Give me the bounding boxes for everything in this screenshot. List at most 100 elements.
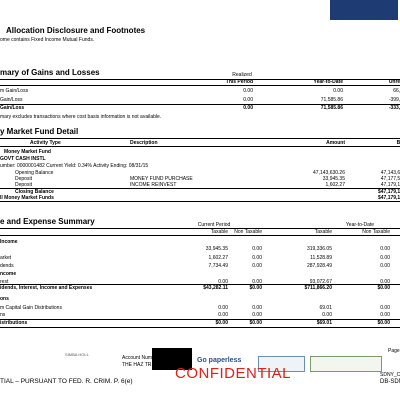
text: -399,6 [388, 96, 400, 103]
text: 1,602.27 [208, 255, 228, 261]
text: 0.00 [252, 263, 262, 269]
rule [0, 319, 400, 320]
text: 0.00 [380, 263, 390, 269]
text: Closing Balance [15, 188, 54, 195]
text: 0.00 [380, 305, 390, 311]
text: GOVT CASH INSTL [0, 156, 46, 162]
text: y Market Fund Detail [0, 127, 79, 136]
text: 0.00 [218, 279, 228, 285]
text: 93,072.67 [309, 279, 332, 285]
text: $47,179,17 [377, 188, 400, 195]
text: m Capital Gain Distributions [0, 305, 62, 311]
rule [0, 201, 400, 202]
logo-box [310, 356, 382, 372]
rule [0, 79, 400, 80]
text: 0.00 [380, 312, 390, 318]
text: 33,945.35 [205, 246, 228, 252]
text: 0.00 [218, 305, 228, 311]
rule [0, 228, 400, 229]
text: THE HAZ TR [122, 362, 152, 368]
redaction [152, 348, 192, 370]
text: Activity Type [30, 140, 61, 146]
text: CONFIDENTIAL [175, 365, 292, 382]
text: SIMBA HOLL [65, 352, 89, 357]
text: Account Num be [122, 355, 159, 361]
text: -333,2 [388, 105, 400, 111]
text: Deposit [15, 176, 32, 183]
text: Current Period [197, 222, 231, 228]
text: Allocation Disclosure and Footnotes [6, 26, 146, 35]
text: 0.00 [252, 255, 262, 261]
text: 0.00 [243, 88, 253, 94]
rule [0, 235, 400, 236]
text: INCOME REINVEST [130, 182, 177, 189]
text: 319,336.05 [306, 246, 332, 252]
text: TIAL – PURSUANT TO FED. R. CRIM. P. 6(e) [0, 378, 133, 385]
text: $43,282.11 [203, 285, 228, 291]
text: Taxable [314, 229, 332, 235]
text: Realized [232, 72, 252, 78]
text: rest [0, 279, 9, 285]
text: ome contains Fixed Income Mutual Funds. [0, 37, 95, 43]
text: Money Market Fund [4, 149, 51, 155]
logo-block [330, 0, 398, 20]
text: $0.00 [215, 320, 228, 326]
text: istributions [0, 320, 28, 326]
text: $0.00 [249, 320, 262, 326]
text: Gain/Loss [0, 96, 23, 103]
text: Ba [396, 140, 400, 146]
text: 47,143,630.26 [313, 170, 345, 176]
text: $69.01 [316, 320, 332, 326]
text: 0.00 [380, 255, 390, 261]
text: 71,585.86 [320, 105, 343, 111]
rule [0, 85, 400, 86]
text: Deposit [15, 182, 32, 189]
text: DB-SDN [380, 379, 400, 385]
text: Gain/Loss [0, 105, 25, 111]
text: arket [0, 255, 12, 261]
text: 0.00 [252, 246, 262, 252]
text: e and Expense Summary [0, 217, 95, 226]
text: 47,179,17 [380, 182, 400, 189]
text: 66,4 [393, 88, 400, 94]
text: Amount [326, 140, 345, 146]
text: $711,866.20 [304, 285, 332, 291]
text: Taxable [210, 229, 228, 235]
text: Unrea [388, 79, 400, 85]
text: Page 2 [388, 348, 400, 354]
text: 69.01 [319, 305, 332, 311]
text: Opening Balance [15, 170, 54, 176]
text: m Gain/Loss [0, 88, 29, 94]
text: 0.00 [243, 96, 253, 103]
rule [0, 327, 400, 328]
text: Year-to-Date [345, 222, 375, 228]
text: Go paperless [197, 357, 242, 364]
text: 1,602.27 [325, 182, 345, 189]
text: ncome [0, 271, 17, 277]
text: This Period [225, 79, 253, 85]
rule [0, 284, 400, 285]
text: Non Taxable [362, 229, 390, 235]
text: $0.00 [377, 320, 390, 326]
text: idends, Interest, Income and Expenses [0, 285, 93, 291]
text: 0.00 [252, 312, 262, 318]
text: dends [0, 263, 14, 269]
text: mary excludes transactions where cost ba… [0, 114, 162, 120]
text: 7,734.49 [208, 263, 228, 269]
text: 0.00 [252, 279, 262, 285]
text: ll Money Market Funds [0, 195, 54, 201]
logo-box [258, 356, 305, 372]
text: 0.00 [322, 312, 332, 318]
text: 0.00 [380, 246, 390, 252]
text: Description [130, 140, 158, 146]
text: Income [0, 239, 18, 245]
text: 0.00 [252, 305, 262, 311]
text: MONEY FUND PURCHASE [130, 176, 193, 183]
text: umber: 0000001482 Current Yield: 0.34% A… [0, 163, 149, 169]
rule [0, 188, 400, 189]
text: $47,179,17 [377, 195, 400, 201]
text: 0.00 [218, 312, 228, 318]
text: 33,945.35 [322, 176, 345, 183]
text: 11,528.89 [310, 255, 332, 261]
